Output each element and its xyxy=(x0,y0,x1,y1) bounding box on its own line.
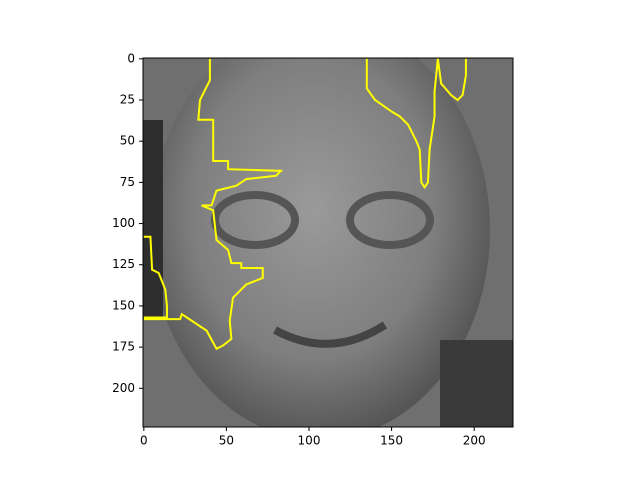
y-tick-label: 75 xyxy=(120,175,135,189)
y-tick-label: 50 xyxy=(120,134,135,148)
contour xyxy=(143,235,168,319)
x-tick-label: 100 xyxy=(298,434,321,448)
y-tick-label: 100 xyxy=(112,216,135,230)
x-tick-label: 150 xyxy=(380,434,403,448)
x-tick-label: 200 xyxy=(463,434,486,448)
contour xyxy=(143,58,284,351)
contour xyxy=(365,58,439,190)
y-tick-label: 0 xyxy=(127,51,135,65)
y-tick-label: 25 xyxy=(120,93,135,107)
y-tick-label: 125 xyxy=(112,257,135,271)
x-tick-label: 50 xyxy=(219,434,234,448)
y-tick-label: 175 xyxy=(112,340,135,354)
image xyxy=(143,58,513,427)
contour xyxy=(436,58,467,102)
axes-frame xyxy=(142,57,514,428)
x-tick-label: 0 xyxy=(140,434,148,448)
y-tick-label: 200 xyxy=(112,381,135,395)
y-tick-label: 150 xyxy=(112,298,135,312)
